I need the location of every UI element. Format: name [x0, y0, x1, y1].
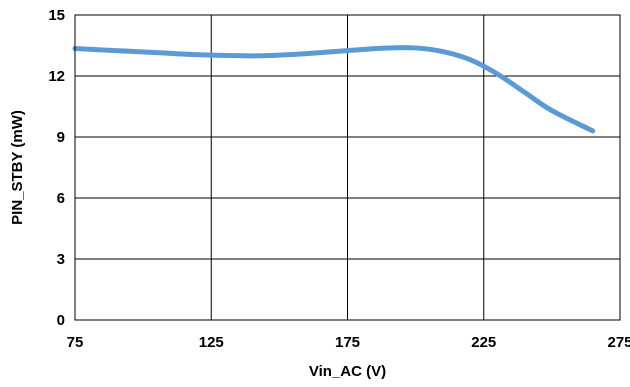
- x-tick-label: 125: [199, 334, 224, 351]
- x-tick-label: 175: [335, 334, 360, 351]
- y-axis-title: PIN_STBY (mW): [9, 110, 26, 225]
- y-tick-label: 0: [57, 312, 65, 329]
- x-tick-labels: 75 125 175 225 275: [67, 334, 630, 351]
- x-tick-label: 275: [607, 334, 630, 351]
- y-tick-labels: 0 3 6 9 12 15: [48, 7, 65, 329]
- y-tick-label: 15: [48, 7, 65, 24]
- series-group: [72, 45, 596, 134]
- x-tick-label: 225: [471, 334, 496, 351]
- plot-frame: [74, 14, 621, 321]
- x-tick-label: 75: [67, 334, 84, 351]
- series-line: [72, 45, 596, 134]
- x-axis-title: Vin_AC (V): [309, 363, 386, 380]
- y-tick-label: 3: [57, 251, 65, 268]
- grid-lines: [74, 14, 621, 321]
- y-tick-label: 12: [48, 68, 65, 85]
- y-tick-label: 6: [57, 190, 65, 207]
- y-tick-label: 9: [57, 129, 65, 146]
